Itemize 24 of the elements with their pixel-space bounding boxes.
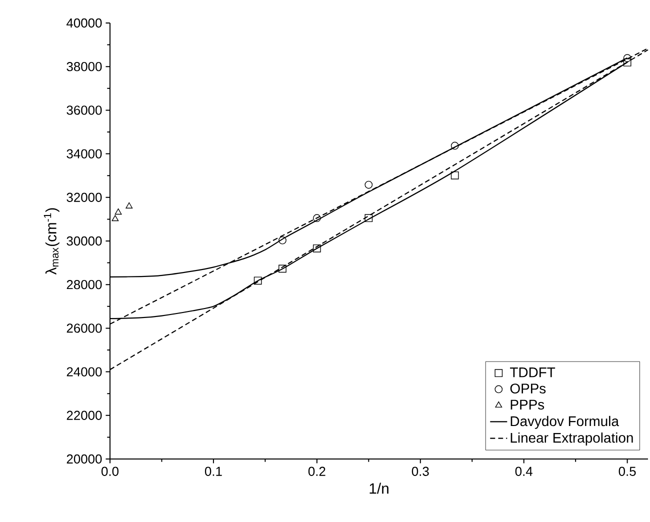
y-tick-label: 32000 [66,192,102,202]
y-tick-label: 24000 [66,367,102,376]
x-tick-label: 0.3 [412,466,429,476]
x-tick-label: 0.5 [618,466,636,476]
legend-label: Davydov Formula [510,416,619,429]
y-axis-title: λ$_{max}$(cm$^{-1}$) [44,208,60,275]
y-tick-label: 34000 [66,149,102,158]
y-tick-label: 22000 [66,410,102,420]
legend-label: Linear Extrapolation [510,432,633,446]
x-tick-label: 0.1 [204,466,222,476]
legend-label: PPPs [510,400,544,410]
legend-label: OPPs [510,384,546,394]
y-tick-label: 26000 [66,324,102,333]
y-tick-label: 40000 [66,18,102,28]
y-tick-label: 38000 [66,62,102,72]
y-tick-label: 28000 [66,280,102,290]
x-tick-label: 0.4 [515,466,532,476]
x-tick-label: 0.0 [102,466,119,476]
y-tick-label: 36000 [66,106,102,115]
x-axis-title: 1/n [370,482,388,494]
y-tick-label: 20000 [66,454,102,464]
y-tick-label: 30000 [66,236,102,246]
legend-label: TDDFT [510,368,556,378]
x-tick-label: 0.2 [308,466,326,476]
